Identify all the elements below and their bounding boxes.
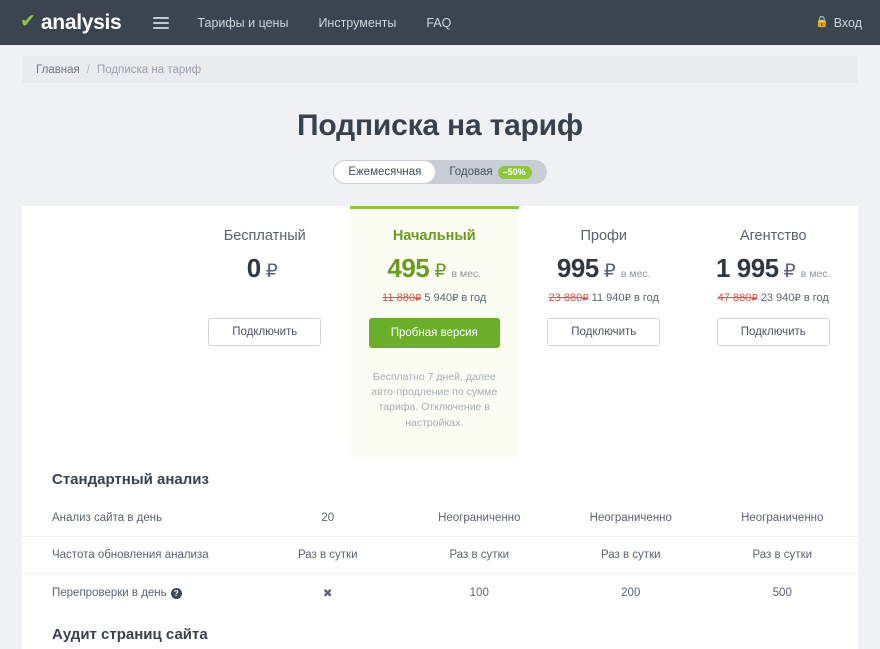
feature-label-cell: Анализ сайта в день [22,499,252,537]
feature-value-free: Раз в сутки [252,536,404,574]
feature-value-starter: 100 [403,573,555,612]
plan-year-price [188,292,342,304]
feature-value-pro: Раз в сутки [555,536,707,574]
feature-label-cell: Частота обновления анализа [22,536,252,574]
pricing-panel: Бесплатный 0 ₽ Подключить Начальный 495 … [22,206,858,649]
feature-value-agency: Раз в сутки [706,536,858,574]
plan-year-new-price: 23 940 [760,292,795,304]
plan-name: Начальный [392,228,476,244]
plan-period: в мес. [620,268,651,280]
ruble-icon: ₽ [783,260,796,282]
plan-year-suffix: в год [633,292,659,304]
plan-card-agency: Агентство 1 995 ₽ в мес. 47 880₽ 23 940₽… [689,206,859,364]
toggle-option-monthly[interactable]: Ежемесячная [334,161,436,183]
plan-name: Бесплатный [223,228,306,244]
feature-value-pro: 200 [621,586,641,599]
top-navbar: ✔ analysis Тарифы и цены Инструменты FAQ… [0,0,880,45]
plan-name: Профи [580,228,628,244]
ruble-icon-old: ₽ [582,293,589,304]
feature-value-free: 20 [252,499,404,537]
ruble-icon-old: ₽ [751,293,758,304]
ruble-icon-old: ₽ [414,293,422,304]
table-row: Перепроверки в день? ✖ 100 200 500 [22,573,858,612]
breadcrumb: Главная / Подписка на тариф [22,56,858,83]
billing-period-toggle-wrap: Ежемесячная Годовая –50% [0,160,880,184]
help-icon[interactable]: ? [170,588,182,600]
check-icon: ✔ [20,11,36,32]
plan-subscribe-button[interactable]: Подключить [547,318,661,346]
plan-period: в мес. [800,268,831,280]
feature-label: Анализ сайта в день [52,511,163,524]
plans-row: Бесплатный 0 ₽ Подключить Начальный 495 … [22,206,858,457]
breadcrumb-home[interactable]: Главная [36,63,80,76]
ruble-icon: ₽ [603,260,616,282]
ruble-icon: ₽ [434,260,447,282]
plan-card-starter: Начальный 495 ₽ в мес. 11 880₽ 5 940₽ в … [349,206,519,457]
plan-card-pro: Профи 995 ₽ в мес. 23 880₽ 11 940₽ в год… [519,206,689,364]
breadcrumb-current: Подписка на тариф [96,63,202,76]
plan-year-old-price: 23 880 [548,292,583,304]
plan-price-row: 0 ₽ [188,253,342,284]
ruble-icon-new: ₽ [451,293,459,304]
logo[interactable]: ✔ analysis [20,10,122,35]
plan-year-old-price: 47 880 [717,292,752,304]
feature-value-agency: 500 [772,586,792,599]
nav-item-faq[interactable]: FAQ [426,15,452,30]
plan-trial-note: Бесплатно 7 дней, далее авто-продление п… [371,371,498,429]
feature-value-free: ✖ [322,587,333,600]
plan-year-old-price: 11 880 [382,292,415,304]
plan-price: 495 [387,253,430,283]
plan-price: 995 [556,253,599,283]
section-title-page-audit: Аудит страниц сайта [52,625,208,643]
login-label: Вход [833,15,862,30]
login-button[interactable]: 🔒 Вход [815,16,862,30]
breadcrumb-bar: Главная / Подписка на тариф [0,45,880,83]
lock-icon: 🔒 [815,16,829,28]
plan-period: в мес. [451,268,482,280]
plan-year-new-price: 5 940 [424,292,452,304]
feature-table-standard-analysis: Анализ сайта в день 20 Неограниченно Нео… [22,499,858,612]
plan-year-new-price: 11 940 [591,292,625,304]
plan-trial-button[interactable]: Пробная версия [368,318,500,348]
table-row: Частота обновления анализа Раз в сутки Р… [22,536,858,574]
toggle-option-yearly[interactable]: Годовая –50% [435,161,546,183]
feature-label: Перепроверки в день [52,586,167,599]
hamburger-icon[interactable] [153,16,170,29]
toggle-monthly-label: Ежемесячная [348,166,422,178]
plan-price-row: 995 ₽ в мес. [527,253,681,284]
table-row: Анализ сайта в день 20 Неограниченно Нео… [22,499,858,537]
plan-year-price: 11 880₽ 5 940₽ в год [358,292,512,304]
ruble-icon-new: ₽ [794,293,801,304]
ruble-icon-new: ₽ [624,293,631,304]
plan-price: 1 995 [716,253,779,283]
main-nav: Тарифы и цены Инструменты FAQ [197,16,451,30]
plan-year-suffix: в год [803,292,829,304]
feature-value-starter: Раз в сутки [403,536,555,574]
logo-text: analysis [40,10,122,34]
plan-year-price: 47 880₽ 23 940₽ в год [697,292,851,304]
feature-value-agency: Неограниченно [706,499,858,537]
plan-price-row: 1 995 ₽ в мес. [697,253,851,284]
plan-subscribe-button[interactable]: Подключить [716,318,830,346]
discount-badge: –50% [497,165,532,179]
plan-year-price: 23 880₽ 11 940₽ в год [527,292,681,304]
breadcrumb-separator: / [86,63,90,76]
page-title: Подписка на тариф [297,109,583,142]
plan-name: Агентство [739,228,807,244]
nav-item-tools[interactable]: Инструменты [318,15,397,30]
plan-subscribe-button[interactable]: Подключить [208,318,322,346]
toggle-yearly-label: Годовая [449,166,493,178]
feature-label: Частота обновления анализа [52,548,209,561]
plan-year-suffix: в год [461,292,487,304]
feature-value-starter: Неограниченно [403,499,555,537]
billing-period-toggle[interactable]: Ежемесячная Годовая –50% [333,160,547,184]
nav-item-pricing[interactable]: Тарифы и цены [197,15,289,30]
ruble-icon: ₽ [265,260,278,282]
feature-label-cell: Перепроверки в день? [22,573,252,612]
plan-price: 0 [246,253,261,283]
plan-card-free: Бесплатный 0 ₽ Подключить [180,206,350,364]
feature-value-pro: Неограниченно [555,499,707,537]
section-title-standard-analysis: Стандартный анализ [52,470,209,488]
plan-price-row: 495 ₽ в мес. [358,253,512,284]
